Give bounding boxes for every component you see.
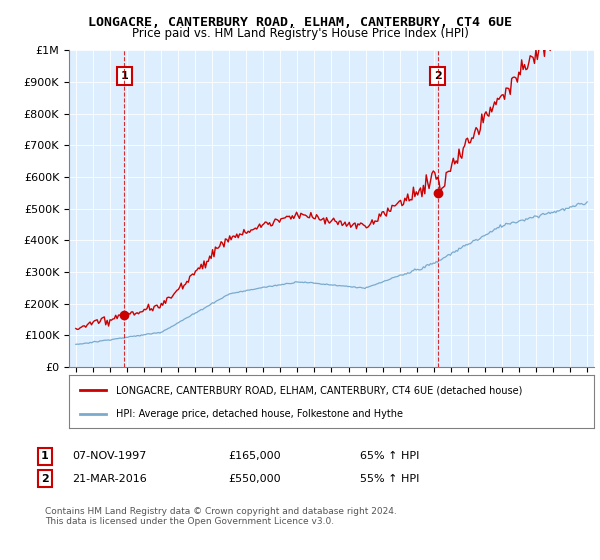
Text: 1: 1: [121, 71, 128, 81]
Text: £550,000: £550,000: [228, 474, 281, 484]
Text: LONGACRE, CANTERBURY ROAD, ELHAM, CANTERBURY, CT4 6UE: LONGACRE, CANTERBURY ROAD, ELHAM, CANTER…: [88, 16, 512, 29]
Text: 21-MAR-2016: 21-MAR-2016: [72, 474, 147, 484]
Text: £165,000: £165,000: [228, 451, 281, 461]
Text: 07-NOV-1997: 07-NOV-1997: [72, 451, 146, 461]
Text: 2: 2: [41, 474, 49, 484]
Text: LONGACRE, CANTERBURY ROAD, ELHAM, CANTERBURY, CT4 6UE (detached house): LONGACRE, CANTERBURY ROAD, ELHAM, CANTER…: [116, 385, 523, 395]
Text: Contains HM Land Registry data © Crown copyright and database right 2024.
This d: Contains HM Land Registry data © Crown c…: [45, 507, 397, 526]
Text: HPI: Average price, detached house, Folkestone and Hythe: HPI: Average price, detached house, Folk…: [116, 408, 403, 418]
Text: 2: 2: [434, 71, 442, 81]
Text: 65% ↑ HPI: 65% ↑ HPI: [360, 451, 419, 461]
Text: 1: 1: [41, 451, 49, 461]
Text: 55% ↑ HPI: 55% ↑ HPI: [360, 474, 419, 484]
Text: Price paid vs. HM Land Registry's House Price Index (HPI): Price paid vs. HM Land Registry's House …: [131, 27, 469, 40]
